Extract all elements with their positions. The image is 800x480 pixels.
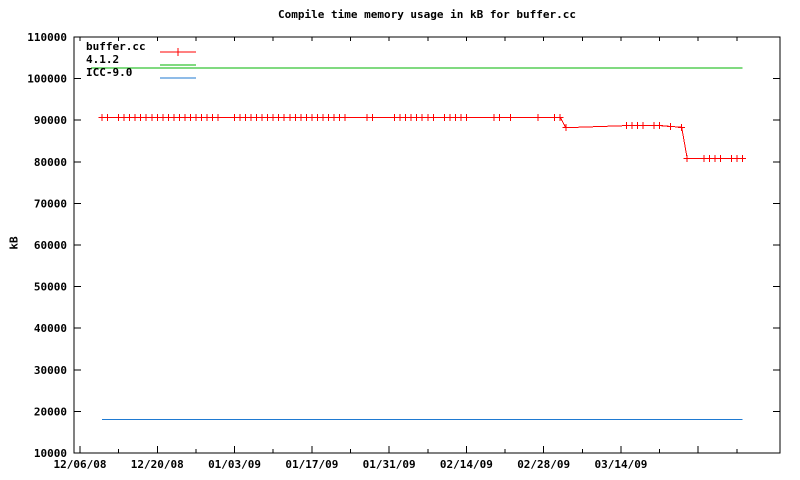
x-tick-label: 01/03/09 bbox=[208, 458, 261, 471]
x-tick-label: 01/17/09 bbox=[285, 458, 338, 471]
y-tick-label: 100000 bbox=[27, 73, 67, 86]
x-tick-label: 12/06/08 bbox=[54, 458, 107, 471]
x-tick-label: 01/31/09 bbox=[363, 458, 416, 471]
y-tick-label: 110000 bbox=[27, 31, 67, 44]
legend-entry-icc-90: ICC-9.0 bbox=[86, 66, 196, 79]
x-tick-label: 03/14/09 bbox=[594, 458, 647, 471]
plot-border bbox=[73, 36, 781, 454]
y-tick-label: 30000 bbox=[34, 364, 67, 377]
legend-label-buffer-cc: buffer.cc bbox=[86, 40, 146, 53]
legend-label-icc-90: ICC-9.0 bbox=[86, 66, 133, 79]
y-tick-label: 20000 bbox=[34, 405, 67, 418]
y-tick-label: 10000 bbox=[34, 447, 67, 460]
y-tick-label: 80000 bbox=[34, 156, 67, 169]
y-tick-label: 90000 bbox=[34, 114, 67, 127]
legend: buffer.cc 4.1.2 ICC-9.0 bbox=[86, 40, 196, 79]
y-tick-label: 40000 bbox=[34, 322, 67, 335]
y-tick-label: 50000 bbox=[34, 281, 67, 294]
legend-entry-412: 4.1.2 bbox=[86, 53, 196, 66]
y-tick-label: 60000 bbox=[34, 239, 67, 252]
y-tick-label: 70000 bbox=[34, 197, 67, 210]
legend-sample-buffer-cc bbox=[160, 42, 196, 56]
x-tick-label: 02/14/09 bbox=[440, 458, 493, 471]
legend-sample-icc-90 bbox=[160, 68, 196, 78]
x-axis-ticks: 12/06/08 12/20/08 01/03/09 01/17/09 01/31/09… bbox=[54, 37, 738, 471]
line-sample-icon bbox=[160, 77, 196, 78]
line-sample-icon bbox=[160, 64, 196, 65]
legend-label-412: 4.1.2 bbox=[86, 53, 120, 66]
chart-title: Compile time memory usage in kB for buff… bbox=[277, 8, 576, 21]
x-tick-label: 02/28/09 bbox=[517, 458, 570, 471]
legend-sample-412 bbox=[160, 55, 196, 65]
series-buffer-cc bbox=[98, 113, 746, 162]
x-tick-label: 12/20/08 bbox=[131, 458, 184, 471]
line-plus-sample-icon bbox=[160, 47, 196, 56]
legend-entry-buffer-cc: buffer.cc bbox=[86, 40, 196, 56]
y-axis-ticks: 10000 20000 30000 40000 50000 60000 70000 80000… bbox=[27, 31, 780, 460]
